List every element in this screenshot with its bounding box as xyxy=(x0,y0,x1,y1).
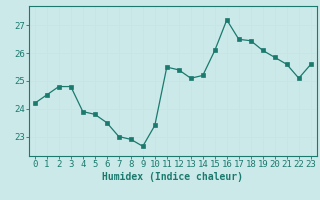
X-axis label: Humidex (Indice chaleur): Humidex (Indice chaleur) xyxy=(102,172,243,182)
